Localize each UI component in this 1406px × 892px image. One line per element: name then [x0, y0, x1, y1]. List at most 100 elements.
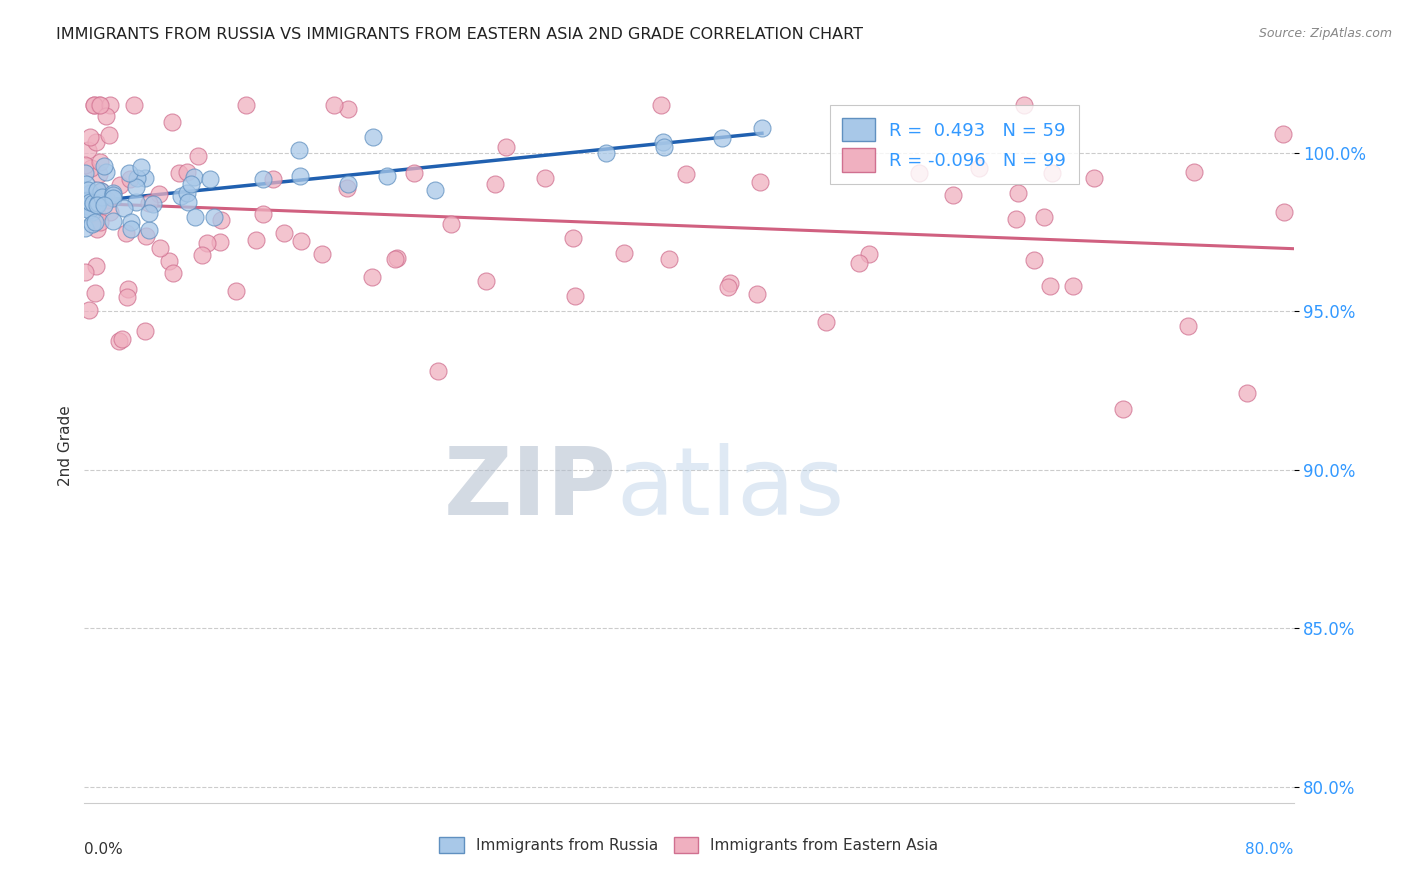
Point	[209, 212, 232, 227]
Point	[118, 166, 141, 180]
Point	[323, 98, 346, 112]
Point	[77, 193, 100, 207]
Point	[1007, 186, 1029, 201]
Point	[183, 169, 205, 184]
Point	[1272, 205, 1295, 219]
Point	[749, 175, 772, 189]
Point	[908, 166, 931, 180]
Point	[288, 143, 311, 157]
Point	[75, 177, 97, 191]
Point	[125, 171, 148, 186]
Point	[225, 285, 247, 299]
Point	[425, 183, 447, 197]
Point	[183, 210, 205, 224]
Point	[73, 265, 96, 279]
Point	[103, 188, 125, 202]
Point	[84, 215, 107, 229]
Point	[101, 186, 124, 201]
Point	[73, 166, 96, 180]
Point	[79, 186, 101, 201]
Point	[98, 98, 121, 112]
Point	[76, 193, 98, 207]
Point	[83, 98, 105, 112]
Point	[650, 98, 672, 112]
Point	[138, 196, 160, 211]
Point	[652, 135, 675, 149]
Point	[1039, 279, 1062, 293]
Point	[718, 276, 741, 290]
Point	[94, 109, 117, 123]
Point	[87, 195, 110, 210]
Point	[361, 130, 384, 145]
Point	[1236, 386, 1258, 401]
Point	[1005, 211, 1028, 226]
Point	[170, 189, 193, 203]
Point	[613, 246, 636, 260]
Point	[80, 161, 103, 175]
Point	[112, 201, 135, 215]
Point	[858, 247, 880, 261]
Point	[208, 235, 231, 250]
Point	[337, 103, 360, 117]
Point	[115, 290, 138, 304]
Point	[120, 221, 142, 235]
Point	[75, 158, 97, 172]
Point	[711, 131, 734, 145]
Point	[1014, 98, 1036, 112]
Point	[118, 172, 141, 186]
Text: 80.0%: 80.0%	[1246, 842, 1294, 857]
Point	[94, 165, 117, 179]
Point	[77, 183, 100, 197]
Point	[77, 193, 100, 207]
Point	[108, 178, 131, 193]
Point	[86, 183, 108, 197]
Point	[134, 324, 156, 338]
Point	[658, 252, 681, 266]
Point	[117, 282, 139, 296]
Point	[107, 334, 129, 348]
Y-axis label: 2nd Grade: 2nd Grade	[58, 406, 73, 486]
Point	[311, 247, 333, 261]
Point	[290, 234, 312, 248]
Point	[262, 171, 284, 186]
Point	[98, 128, 121, 142]
Point	[157, 254, 180, 268]
Point	[191, 248, 214, 262]
Point	[129, 160, 152, 174]
Point	[142, 197, 165, 211]
Text: IMMIGRANTS FROM RUSSIA VS IMMIGRANTS FROM EASTERN ASIA 2ND GRADE CORRELATION CHA: IMMIGRANTS FROM RUSSIA VS IMMIGRANTS FRO…	[56, 27, 863, 42]
Point	[273, 226, 295, 240]
Point	[495, 140, 517, 154]
Point	[198, 172, 221, 186]
Point	[89, 214, 111, 228]
Point	[149, 241, 172, 255]
Point	[84, 135, 107, 149]
Point	[124, 98, 146, 112]
Point	[288, 169, 311, 183]
Point	[1040, 166, 1063, 180]
Point	[1112, 402, 1135, 417]
Point	[79, 202, 101, 217]
Point	[121, 215, 143, 229]
Point	[86, 206, 108, 220]
Point	[138, 223, 160, 237]
Point	[440, 217, 463, 231]
Point	[176, 164, 198, 178]
Point	[86, 198, 108, 212]
Point	[79, 130, 101, 145]
Point	[564, 288, 586, 302]
Point	[73, 221, 96, 235]
Point	[336, 177, 359, 191]
Point	[79, 195, 101, 210]
Point	[475, 274, 498, 288]
Point	[202, 210, 225, 224]
Point	[336, 181, 359, 195]
Point	[967, 161, 990, 175]
Point	[814, 315, 837, 329]
Point	[652, 140, 675, 154]
Point	[252, 207, 274, 221]
Point	[82, 217, 104, 231]
Point	[96, 193, 118, 207]
Point	[89, 98, 111, 112]
Point	[162, 266, 184, 280]
